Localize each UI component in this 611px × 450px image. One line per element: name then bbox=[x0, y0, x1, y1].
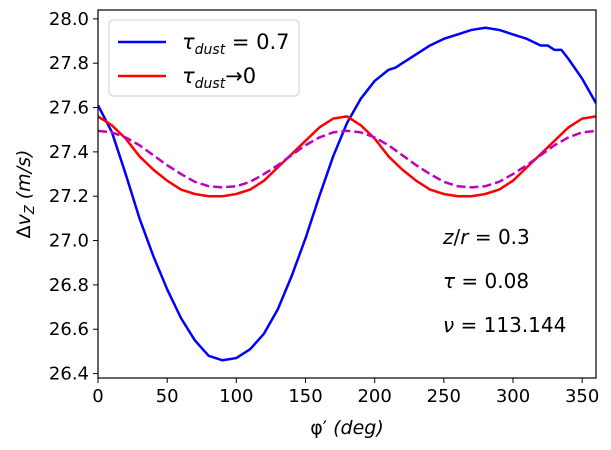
x-tick-label-150: 150 bbox=[288, 386, 322, 407]
annotation-tau: τ = 0.08 bbox=[443, 269, 529, 293]
series-line-dashed-2 bbox=[98, 129, 596, 189]
y-tick-label-26.4: 26.4 bbox=[49, 364, 89, 385]
x-tick-label-350: 350 bbox=[565, 386, 599, 407]
x-tick-label-0: 0 bbox=[92, 386, 103, 407]
legend: τdust = 0.7 τdust→0 bbox=[108, 19, 300, 97]
annotation-nu: ν = 113.144 bbox=[443, 313, 566, 337]
x-axis-label: φ′ (deg) bbox=[310, 417, 384, 439]
series-line-dust-0 bbox=[98, 115, 596, 198]
y-tick-label-27.0: 27.0 bbox=[49, 231, 89, 252]
y-tick-label-27.4: 27.4 bbox=[49, 142, 89, 163]
legend-label-tau-dust-0: τdust→0 bbox=[182, 64, 256, 92]
x-tick-label-200: 200 bbox=[357, 386, 391, 407]
series-line-dust-0-7 bbox=[98, 26, 596, 362]
plot-frame bbox=[97, 9, 597, 379]
x-tick-label-50: 50 bbox=[156, 386, 179, 407]
y-tick-label-27.6: 27.6 bbox=[49, 98, 89, 119]
y-tick-label-26.6: 26.6 bbox=[49, 319, 89, 340]
series-layer bbox=[98, 26, 596, 362]
x-tick-label-250: 250 bbox=[427, 386, 461, 407]
y-tick-label-27.2: 27.2 bbox=[49, 186, 89, 207]
legend-label-tau-dust-0.7: τdust = 0.7 bbox=[182, 30, 290, 58]
y-tick-label-28.0: 28.0 bbox=[49, 9, 89, 30]
y-axis-label: ΔvZ (m/s) bbox=[13, 150, 38, 239]
annotation-z-over-r: z/r = 0.3 bbox=[442, 225, 530, 249]
x-tick-label-300: 300 bbox=[496, 386, 530, 407]
ticks-layer: 0 50 100 150 200 250 300 350 26.4 26.6 26.8 27.0 27.… bbox=[49, 9, 599, 407]
y-tick-label-27.8: 27.8 bbox=[49, 53, 89, 74]
y-tick-label-26.8: 26.8 bbox=[49, 275, 89, 296]
x-tick-label-100: 100 bbox=[219, 386, 253, 407]
